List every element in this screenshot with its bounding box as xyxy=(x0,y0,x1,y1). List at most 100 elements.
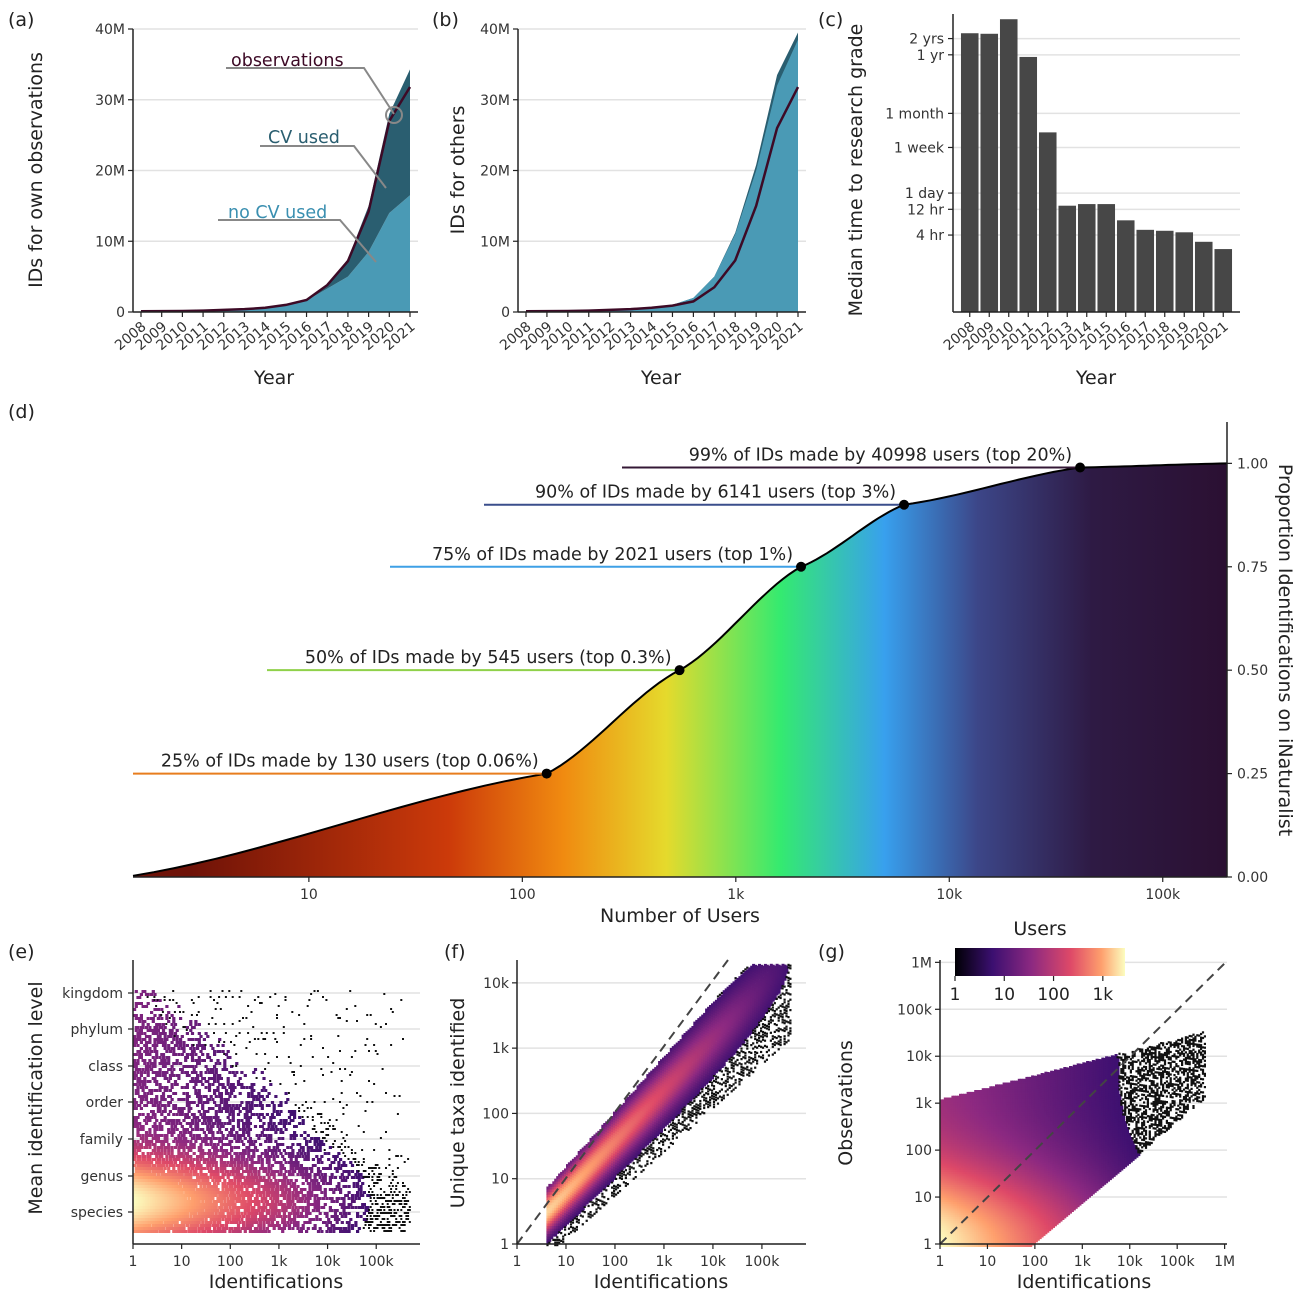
y-tick-label: 1 week xyxy=(894,140,945,156)
annotation-point xyxy=(899,499,910,510)
bar xyxy=(1116,220,1135,312)
panel-f-xlabel: Identifications xyxy=(594,1271,728,1293)
x-tick-label: 100k xyxy=(1145,887,1181,903)
bar xyxy=(1175,232,1194,312)
y-tick-label: 100 xyxy=(482,1106,509,1122)
y-tick-label: class xyxy=(88,1059,123,1075)
y-tick-label: 10 xyxy=(491,1172,509,1188)
annotation-label: 75% of IDs made by 2021 users (top 1%) xyxy=(432,545,793,565)
bar xyxy=(1038,132,1057,312)
panel-e: (e) species genus family order class phylum ki… xyxy=(8,941,420,1293)
panel-c-label: (c) xyxy=(818,9,843,31)
y-tick-label: 10 xyxy=(914,1190,932,1206)
heatmap-e xyxy=(133,990,411,1233)
annotation-point xyxy=(674,665,685,676)
y-tick-label: phylum xyxy=(71,1022,123,1038)
y-tick-label: 1k xyxy=(492,1041,510,1057)
y-tick-label: 0.75 xyxy=(1237,560,1268,576)
y-tick-label: 1M xyxy=(911,955,932,971)
annotation-label: 25% of IDs made by 130 users (top 0.06%) xyxy=(161,752,539,772)
x-tick-label: 100 xyxy=(509,887,536,903)
bar xyxy=(980,33,999,313)
y-tick-label: 1k xyxy=(915,1096,933,1112)
y-tick-label: 40M xyxy=(480,22,510,38)
bar xyxy=(960,33,979,313)
heatmap-f xyxy=(546,963,792,1247)
bar xyxy=(1097,204,1116,312)
panel-a-ylabel: IDs for own observations xyxy=(25,52,47,288)
x-tick-label: 100k xyxy=(744,1254,780,1270)
callout-observations-label: observations xyxy=(231,51,344,71)
x-tick-label: 1k xyxy=(1074,1254,1092,1270)
panel-e-ylabel: Mean identification level xyxy=(25,981,47,1214)
panel-d-label: (d) xyxy=(8,401,35,423)
panel-b-xlabel: Year xyxy=(640,367,681,389)
x-tick-label: 1k xyxy=(270,1254,288,1270)
y-tick-label: 100 xyxy=(905,1143,932,1159)
y-tick-label: 1 day xyxy=(905,186,944,202)
x-tick-label: 1 xyxy=(129,1254,138,1270)
x-tick-label: 10k xyxy=(315,1254,342,1270)
callout-observations: observations xyxy=(226,51,403,124)
y-tick-label: 0 xyxy=(501,305,510,321)
bar xyxy=(1077,204,1096,312)
colorbar-title: Users xyxy=(1013,918,1066,940)
y-tick-label: species xyxy=(71,1205,123,1221)
reference-line-g xyxy=(939,961,1227,1245)
panel-g-label: (g) xyxy=(818,941,845,963)
callout-no-cv-used: no CV used xyxy=(218,203,377,263)
y-tick-label: 10k xyxy=(483,976,510,992)
panel-g-xlabel: Identifications xyxy=(1017,1271,1151,1293)
y-tick-label: 1 month xyxy=(885,106,944,122)
x-tick-label: 100k xyxy=(1160,1254,1196,1270)
x-tick-label: 10 xyxy=(979,1254,997,1270)
y-tick-label: 20M xyxy=(95,164,125,180)
bar xyxy=(1019,56,1038,313)
y-tick-label: 12 hr xyxy=(907,202,944,218)
y-tick-label: 0 xyxy=(116,305,125,321)
annotation-label: 99% of IDs made by 40998 users (top 20%) xyxy=(689,446,1072,466)
callout-cv-used-label: CV used xyxy=(268,128,340,148)
y-tick-label: family xyxy=(80,1132,123,1148)
area-series-1 xyxy=(526,39,798,313)
panel-c-ylabel: Median time to research grade xyxy=(845,24,867,317)
annotation-point xyxy=(796,561,807,572)
callout-no-cv-used-label: no CV used xyxy=(228,203,327,223)
panel-d-ylabel: Proportion Identifications on iNaturalis… xyxy=(1274,464,1296,836)
panel-c-xlabel: Year xyxy=(1075,367,1116,389)
annotation-label: 90% of IDs made by 6141 users (top 3%) xyxy=(535,483,896,503)
x-tick-label: 10k xyxy=(1117,1254,1144,1270)
x-tick-label: 1 xyxy=(936,1254,945,1270)
x-tick-label: 100 xyxy=(602,1254,629,1270)
x-tick-label: 1k xyxy=(727,887,745,903)
y-tick-label: 20M xyxy=(480,164,510,180)
colorbar-tick-label: 100 xyxy=(1037,985,1069,1005)
y-tick-label: genus xyxy=(80,1169,123,1185)
line-series xyxy=(525,86,800,313)
panel-d: (d) 25% of IDs made by 130 users (top 0.… xyxy=(8,401,1296,927)
annotation-point xyxy=(541,768,552,779)
y-tick-label: 0.00 xyxy=(1237,870,1268,886)
panel-d-xlabel: Number of Users xyxy=(600,905,760,927)
y-tick-label: 100k xyxy=(897,1002,933,1018)
reference-line-f xyxy=(516,959,729,1245)
bar xyxy=(1214,249,1233,312)
y-tick-label: 1 yr xyxy=(917,48,945,64)
y-tick-label: 10M xyxy=(480,234,510,250)
panel-f-label: (f) xyxy=(444,941,466,963)
colorbar-tick-label: 1 xyxy=(950,985,961,1005)
bar xyxy=(999,19,1018,313)
y-tick-label: order xyxy=(86,1095,124,1111)
y-tick-label: 30M xyxy=(95,93,125,109)
x-tick-label: 10 xyxy=(557,1254,575,1270)
annotation-point xyxy=(1075,462,1086,473)
area-no-cv-used xyxy=(141,195,410,312)
bar xyxy=(1136,229,1155,312)
bar xyxy=(1155,230,1174,312)
colorbar-gradient xyxy=(955,948,1125,976)
y-tick-label: kingdom xyxy=(62,986,123,1002)
x-tick-label: 1k xyxy=(655,1254,673,1270)
